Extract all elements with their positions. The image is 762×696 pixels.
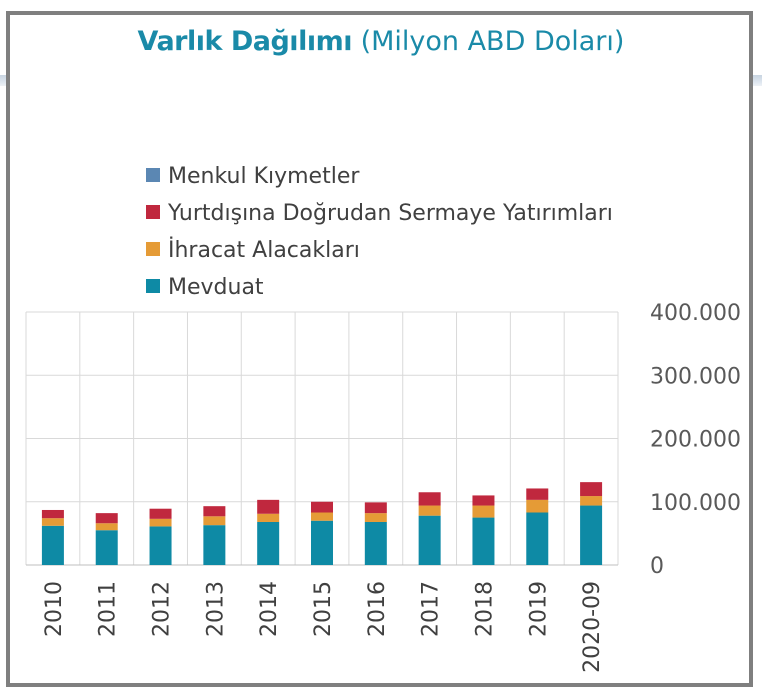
x-tick-label: 2017 xyxy=(419,581,444,637)
bar-segment xyxy=(41,518,64,526)
bar-segment xyxy=(311,520,333,565)
y-tick-label: 300.000 xyxy=(650,364,741,389)
y-tick-label: 200.000 xyxy=(650,428,741,453)
bar-segment xyxy=(526,512,549,565)
legend-swatch xyxy=(146,205,160,219)
bar-segment xyxy=(95,530,118,565)
bar-segment xyxy=(418,492,441,506)
bar-segment xyxy=(526,488,549,500)
bar-segment xyxy=(41,509,64,519)
chart-frame xyxy=(6,11,753,687)
bar-segment xyxy=(472,505,495,518)
legend-label: Mevduat xyxy=(168,275,264,300)
bar-segment xyxy=(203,525,226,565)
bar-segment xyxy=(418,505,441,516)
bar-segment xyxy=(472,495,495,506)
bar-segment xyxy=(257,513,280,522)
bar-segment xyxy=(580,482,603,497)
bar-segment xyxy=(311,501,333,513)
x-tick-label: 2015 xyxy=(311,581,336,637)
x-tick-label: 2014 xyxy=(257,581,282,637)
legend-swatch xyxy=(146,279,160,293)
x-tick-label: 2018 xyxy=(472,581,497,637)
y-tick-label: 100.000 xyxy=(650,491,741,516)
bar-segment xyxy=(203,516,226,526)
x-tick-label: 2016 xyxy=(365,581,390,637)
bar-segment xyxy=(95,523,118,531)
bar-segment xyxy=(364,502,387,514)
x-tick-label: 2019 xyxy=(526,581,551,637)
bar-segment xyxy=(418,515,441,565)
x-tick-label: 2012 xyxy=(150,581,175,637)
bar-segment xyxy=(472,517,495,565)
chart-title: Varlık Dağılımı (Milyon ABD Doları) xyxy=(0,26,762,57)
bar-segment xyxy=(41,525,64,565)
bar-segment xyxy=(149,518,172,527)
bar-segment xyxy=(149,508,172,519)
bar-segment xyxy=(95,513,118,524)
bar-segment xyxy=(364,513,387,522)
y-tick-label: 0 xyxy=(650,554,664,579)
x-tick-label: 2013 xyxy=(203,581,228,637)
x-tick-label: 2011 xyxy=(96,581,121,637)
chart-title-main: Varlık Dağılımı xyxy=(137,26,353,57)
bar-segment xyxy=(203,506,226,517)
bar-segment xyxy=(311,512,333,521)
legend-swatch xyxy=(146,242,160,256)
bar-segment xyxy=(149,526,172,565)
bar-segment xyxy=(257,499,280,514)
bar-segment xyxy=(257,521,280,565)
legend-label: Yurtdışına Doğrudan Sermaye Yatırımları xyxy=(167,201,613,226)
legend-label: Menkul Kıymetler xyxy=(168,164,360,189)
legend-swatch xyxy=(146,168,160,182)
bar-segment xyxy=(364,521,387,565)
bar-segment xyxy=(580,496,603,506)
y-tick-label: 400.000 xyxy=(650,301,741,326)
bar-segment xyxy=(526,499,549,513)
x-tick-label: 2020-09 xyxy=(580,581,605,673)
bar-segment xyxy=(580,505,603,565)
legend-label: İhracat Alacakları xyxy=(168,237,360,263)
x-tick-label: 2010 xyxy=(42,581,67,637)
chart-title-unit: (Milyon ABD Doları) xyxy=(360,26,625,57)
